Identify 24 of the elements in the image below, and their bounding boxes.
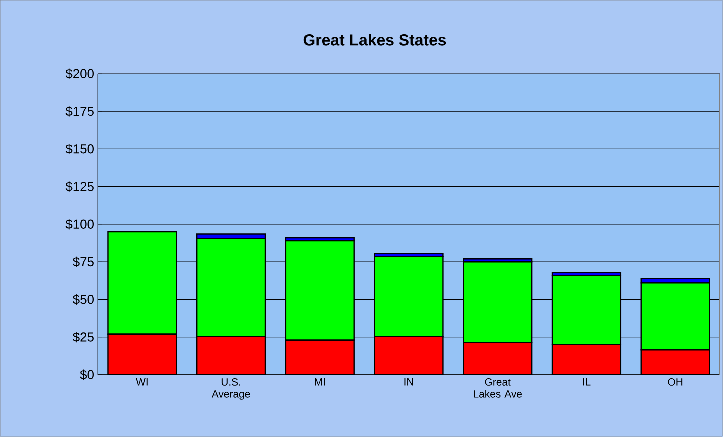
bar [640,350,710,375]
y-tick-label: $125 [66,182,94,192]
y-tick-label: $0 [80,370,94,380]
y-tick-label: $175 [66,106,94,117]
y-tick-label: $200 [66,68,94,80]
chart-title: Great Lakes States [304,34,446,46]
bar [108,334,177,375]
bar [552,344,621,375]
y-tick-label: $50 [73,294,94,305]
bar [464,342,532,375]
x-tick-label: MI [315,378,325,386]
x-tick-label: WI [136,378,148,386]
x-tick-label: Great Lakes Ave [474,378,522,398]
y-tick-label: $150 [66,144,94,154]
x-tick-label: U.S. Average [212,378,250,400]
x-tick-label: OH [668,378,683,386]
y-tick-label: $100 [66,219,94,230]
bar [374,336,444,375]
x-tick-label: IL [583,378,591,386]
bar [197,336,266,375]
x-tick-label: IN [404,378,414,386]
bar [286,340,354,375]
y-tick-label: $25 [73,332,94,343]
y-tick-label: $75 [73,256,94,268]
